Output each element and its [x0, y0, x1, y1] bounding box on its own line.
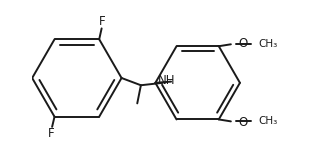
Text: F: F	[99, 15, 106, 28]
Text: NH: NH	[157, 74, 175, 87]
Text: CH₃: CH₃	[259, 39, 278, 49]
Text: F: F	[48, 127, 55, 140]
Text: O: O	[239, 116, 248, 129]
Text: CH₃: CH₃	[259, 116, 278, 126]
Text: O: O	[239, 37, 248, 50]
